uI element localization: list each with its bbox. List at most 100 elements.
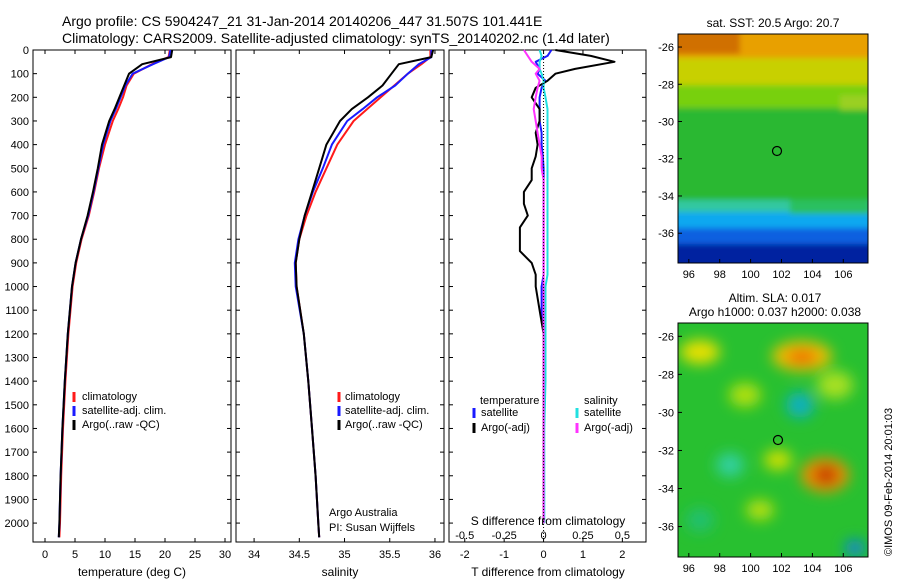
sla-blob-9 [746,500,774,520]
x-tick-label: 35.5 [379,549,400,561]
map-y-tick-label: -32 [658,445,674,457]
y-tick-label: 400 [11,140,29,152]
sla-argo-marker [772,434,784,446]
x-tick-label: 15 [129,549,141,561]
salinity-panel-frame [235,49,445,543]
x-tick-label: 35 [338,549,350,561]
legend-label: Argo(-adj) [584,422,633,434]
x-tick-label: 10 [99,549,111,561]
sst-band-green [678,108,868,203]
salinity-x-label: salinity [322,565,359,579]
y-tick-label: 1800 [5,471,29,483]
map-y-tick-label: -30 [658,407,674,419]
x-tick-label: -1 [499,549,509,561]
temperature-x-label: temperature (deg C) [78,565,186,579]
legend-title-temperature: temperature [480,395,539,407]
temperature-panel: 0 5 10 15 20 25 300100200300400500600700800900… [5,45,232,561]
map-x-tick-label: 104 [803,563,821,575]
legend-label: satellite [481,407,518,419]
series-line-satellite-adj--clim- [57,49,172,538]
sal-tick-label: -0.5 [455,530,474,542]
legend-label: satellite-adj. clim. [82,405,166,417]
y-tick-label: 1100 [5,305,29,317]
imos-timestamp: ©IMOS 09-Feb-2014 20:01:03 [883,408,895,556]
sla-blob-4 [729,383,761,407]
legend-label: satellite [584,407,621,419]
sst-band-yellow [678,58,868,88]
series-line-s-satellite [538,49,549,524]
x-tick-label: -2 [460,549,470,561]
x-tick-label: 2 [619,549,625,561]
sla-blob-10 [845,540,865,556]
figure-title-line-2: Climatology: CARS2009. Satellite-adjuste… [62,30,610,46]
sla-map: Altim. SLA: 0.017 Argo h1000: 0.037 h200… [658,291,869,575]
sst-band-lime [678,85,868,110]
legend-label: climatology [345,391,401,403]
x-tick-label: 1 [580,549,586,561]
legend-label: Argo(..raw -QC) [82,419,160,431]
sal-tick-label: -0.25 [492,530,517,542]
sla-blob-3 [817,371,853,399]
map-y-tick-label: -36 [658,228,674,240]
series-line-argo---raw--qc- [57,49,174,538]
y-tick-label: 1300 [5,353,29,365]
sla-blob-6 [716,453,744,477]
legend-label: Argo(..raw -QC) [345,419,423,431]
map-y-tick-label: -36 [658,522,674,534]
argo-australia-label: Argo Australia [329,507,398,519]
map-x-tick-label: 106 [834,269,852,281]
x-tick-label: 0 [540,549,546,561]
y-tick-label: 1500 [5,400,29,412]
map-y-tick-label: -30 [658,117,674,129]
x-tick-label: 36 [429,549,441,561]
sst-patch-1 [840,95,868,110]
sal-tick-label: 0 [540,530,546,542]
map-y-tick-label: -26 [658,42,674,54]
map-y-tick-label: -34 [658,191,674,203]
difference-x-label: T difference from climatology [471,565,625,579]
difference-top-x-label: S difference from climatology [471,514,626,528]
series-line-argo---raw--qc- [294,49,435,538]
map-x-tick-label: 96 [683,563,695,575]
sla-map-frame [677,322,869,558]
figure-title-line-1: Argo profile: CS 5904247_21 31-Jan-2014 … [62,13,542,29]
salinity-panel: 34 34.5 35 35.5 36 climatology satellite-adj. … [236,49,444,561]
map-x-tick-label: 102 [772,269,790,281]
sst-patch-2 [790,200,868,214]
sla-map-title-2: Argo h1000: 0.037 h2000: 0.038 [689,305,861,319]
series-line-climatology [58,49,171,538]
sla-blob-8-core [814,466,838,484]
map-x-tick-label: 96 [683,269,695,281]
sst-band-blue [678,228,868,246]
temperature-panel-frame [32,49,232,543]
sla-map-title-1: Altim. SLA: 0.017 [729,291,822,305]
y-tick-label: 2000 [5,518,29,530]
y-tick-label: 700 [11,211,29,223]
y-tick-label: 1600 [5,423,29,435]
map-x-tick-label: 100 [741,563,759,575]
x-tick-label: 30 [219,549,231,561]
y-tick-label: 600 [11,187,29,199]
sst-band-navy [678,244,868,263]
y-tick-label: 900 [11,258,29,270]
y-tick-label: 200 [11,92,29,104]
x-tick-label: 5 [72,549,78,561]
map-x-tick-label: 102 [772,563,790,575]
map-x-tick-label: 98 [714,269,726,281]
map-x-tick-label: 104 [803,269,821,281]
map-y-tick-label: -28 [658,79,674,91]
legend-label: climatology [82,391,138,403]
map-y-tick-label: -28 [658,369,674,381]
sla-blob-7 [764,450,792,470]
map-y-tick-label: -32 [658,154,674,166]
sst-argo-marker [771,145,783,157]
sst-band-hot [678,34,740,54]
x-tick-label: 34.5 [289,549,310,561]
y-tick-label: 1200 [5,329,29,341]
x-tick-label: 34 [248,549,260,561]
sal-tick-label: 0.5 [615,530,630,542]
sst-map-frame [677,33,869,264]
pi-name-label: PI: Susan Wijffels [329,522,415,534]
y-tick-label: 500 [11,163,29,175]
